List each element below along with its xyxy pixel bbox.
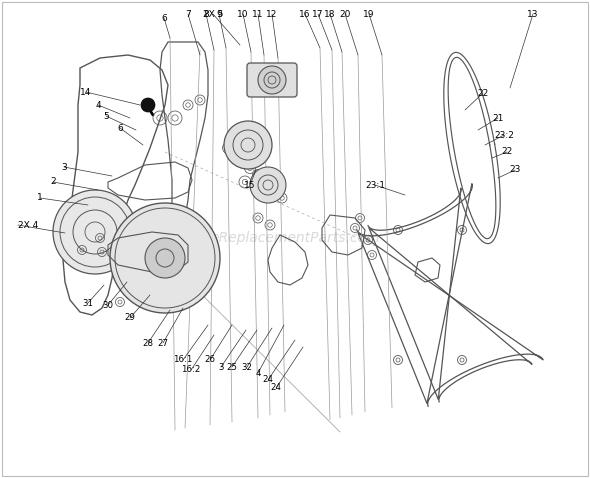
Text: 23: 23	[509, 165, 521, 174]
Text: 8: 8	[203, 10, 209, 19]
Text: 22: 22	[477, 88, 489, 98]
Text: 7: 7	[185, 10, 191, 19]
Text: 4: 4	[255, 369, 261, 378]
Text: 15: 15	[244, 181, 255, 189]
Text: 20: 20	[339, 10, 350, 19]
Text: 23:2: 23:2	[494, 130, 514, 140]
Circle shape	[258, 66, 286, 94]
Text: 17: 17	[312, 10, 324, 19]
Text: 29: 29	[124, 314, 136, 323]
Text: 24: 24	[263, 376, 274, 384]
Circle shape	[145, 238, 185, 278]
Text: 28: 28	[143, 338, 153, 348]
Text: 14: 14	[80, 87, 91, 97]
Text: 4: 4	[95, 100, 101, 109]
Circle shape	[110, 203, 220, 313]
Text: 19: 19	[363, 10, 375, 19]
Text: 9: 9	[216, 10, 222, 19]
Text: 31: 31	[83, 298, 93, 307]
Text: 2: 2	[50, 177, 56, 186]
Text: eReplacementParts.com: eReplacementParts.com	[210, 231, 380, 245]
Circle shape	[224, 121, 272, 169]
Circle shape	[250, 167, 286, 203]
Text: 16:1: 16:1	[173, 356, 193, 365]
Text: 16: 16	[299, 10, 311, 19]
Text: 2X 4: 2X 4	[18, 220, 38, 229]
FancyBboxPatch shape	[247, 63, 297, 97]
Text: 3: 3	[61, 163, 67, 172]
Text: 13: 13	[527, 10, 539, 19]
Text: 21: 21	[492, 113, 504, 122]
Text: 23:1: 23:1	[365, 181, 385, 189]
Text: 11: 11	[253, 10, 264, 19]
Text: 18: 18	[324, 10, 336, 19]
Text: 3: 3	[218, 362, 224, 371]
Text: 6: 6	[161, 13, 167, 22]
Text: 32: 32	[241, 362, 253, 371]
Text: 6: 6	[117, 123, 123, 132]
Text: 5: 5	[103, 111, 109, 120]
Text: 10: 10	[237, 10, 249, 19]
Text: 12: 12	[266, 10, 278, 19]
Text: 25: 25	[227, 362, 238, 371]
Text: 2X 5: 2X 5	[203, 10, 223, 19]
Circle shape	[141, 98, 155, 112]
Text: 1: 1	[37, 194, 43, 203]
Text: 27: 27	[158, 338, 169, 348]
Text: 22: 22	[502, 148, 513, 156]
Text: 16:2: 16:2	[181, 366, 201, 374]
Circle shape	[53, 190, 137, 274]
Text: 26: 26	[205, 356, 215, 365]
Text: 30: 30	[103, 301, 113, 309]
Text: 24: 24	[270, 383, 281, 392]
